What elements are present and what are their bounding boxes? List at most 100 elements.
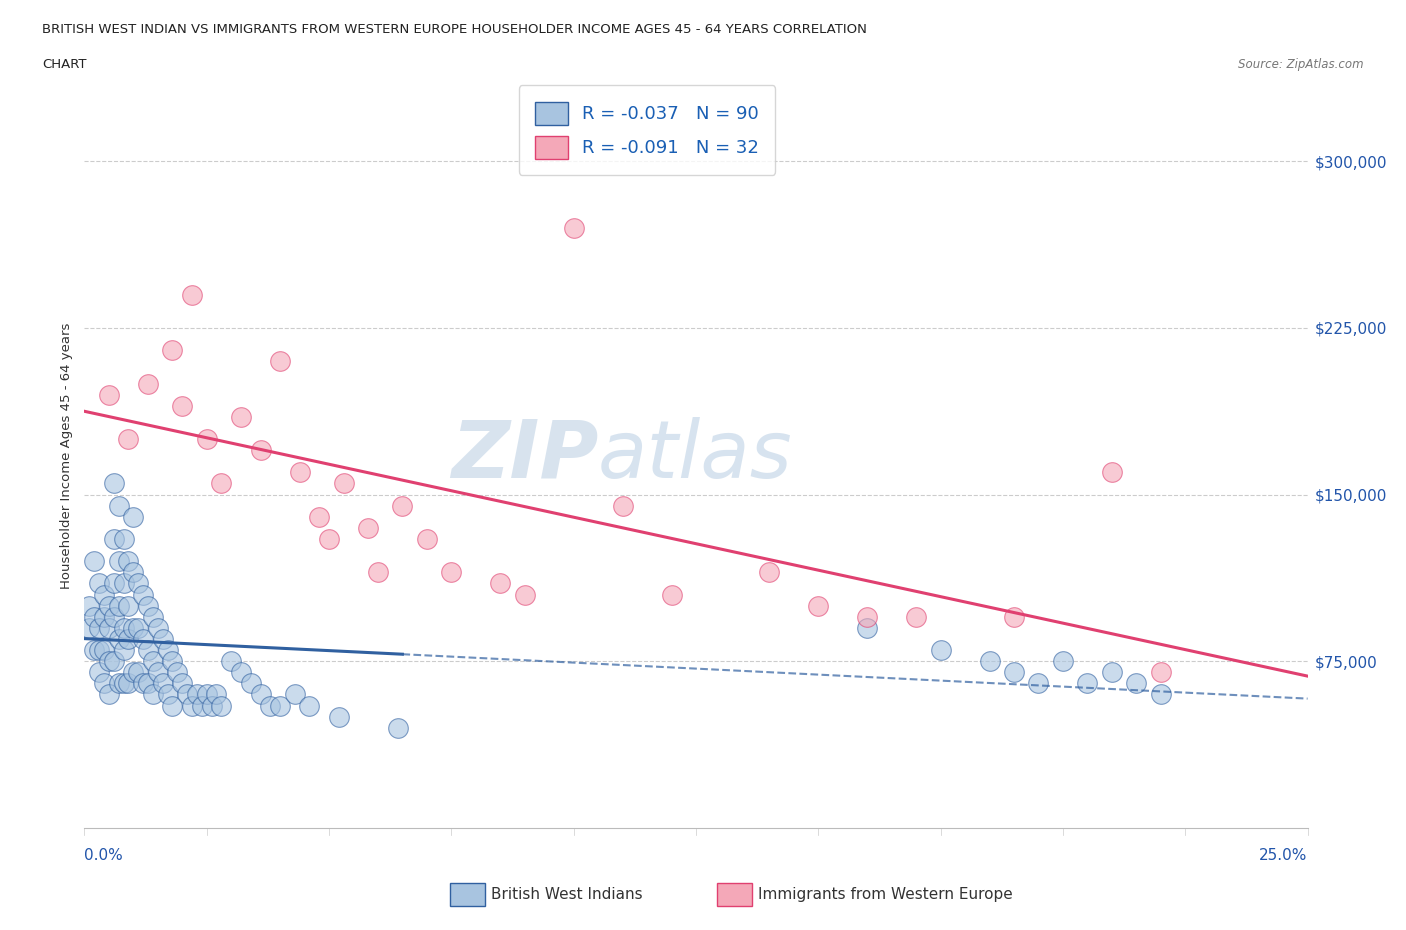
Point <box>209 698 232 713</box>
Point <box>1150 687 1173 702</box>
Point <box>191 698 214 713</box>
Point <box>856 620 879 635</box>
Point <box>905 609 928 624</box>
Point <box>186 687 208 702</box>
Point <box>97 687 120 702</box>
Point <box>117 432 139 446</box>
Point <box>97 654 120 669</box>
Point <box>758 565 780 579</box>
Point <box>440 565 463 579</box>
Legend: R = -0.037   N = 90, R = -0.091   N = 32: R = -0.037 N = 90, R = -0.091 N = 32 <box>519 86 775 175</box>
Text: Source: ZipAtlas.com: Source: ZipAtlas.com <box>1239 58 1364 71</box>
Point <box>219 654 242 669</box>
Text: BRITISH WEST INDIAN VS IMMIGRANTS FROM WESTERN EUROPE HOUSEHOLDER INCOME AGES 45: BRITISH WEST INDIAN VS IMMIGRANTS FROM W… <box>42 23 868 36</box>
Point <box>122 565 145 579</box>
Point <box>229 409 252 424</box>
Point <box>288 465 311 480</box>
Point <box>103 609 125 624</box>
Point <box>122 510 145 525</box>
Point <box>229 665 252 680</box>
Point <box>132 631 155 646</box>
Point <box>146 620 169 635</box>
Point <box>112 676 135 691</box>
Point <box>1002 609 1025 624</box>
Point <box>929 643 952 658</box>
Text: ZIP: ZIP <box>451 417 598 495</box>
Point <box>156 643 179 658</box>
Point <box>195 432 218 446</box>
Point <box>103 532 125 547</box>
Point <box>979 654 1001 669</box>
Point <box>117 598 139 613</box>
Point <box>181 287 204 302</box>
Point <box>391 498 413 513</box>
Point <box>328 710 350 724</box>
Point <box>122 620 145 635</box>
Text: British West Indians: British West Indians <box>491 887 643 902</box>
Point <box>162 698 184 713</box>
Point <box>107 498 129 513</box>
Point <box>132 676 155 691</box>
Point <box>127 665 149 680</box>
Point <box>259 698 281 713</box>
Point <box>239 676 262 691</box>
Point <box>269 354 291 369</box>
Point <box>136 598 159 613</box>
Point <box>142 654 165 669</box>
Point <box>1101 665 1123 680</box>
Point <box>77 620 100 635</box>
Point <box>117 676 139 691</box>
Point <box>132 587 155 602</box>
Point <box>513 587 536 602</box>
Point <box>1125 676 1147 691</box>
Point <box>1028 676 1050 691</box>
Point <box>1076 676 1098 691</box>
Point <box>87 665 110 680</box>
Point <box>332 476 354 491</box>
Point <box>308 510 330 525</box>
Point <box>87 643 110 658</box>
Point <box>318 532 340 547</box>
Point <box>87 576 110 591</box>
Point <box>107 553 129 568</box>
Point <box>142 687 165 702</box>
Point <box>200 698 222 713</box>
Text: atlas: atlas <box>598 417 793 495</box>
Point <box>117 631 139 646</box>
Point <box>357 521 380 536</box>
Point <box>112 643 135 658</box>
Point <box>661 587 683 602</box>
Text: 25.0%: 25.0% <box>1260 848 1308 863</box>
Point <box>103 576 125 591</box>
Text: CHART: CHART <box>42 58 87 71</box>
Point <box>122 665 145 680</box>
Point <box>127 620 149 635</box>
Point <box>156 687 179 702</box>
Point <box>136 376 159 391</box>
Point <box>103 476 125 491</box>
Point <box>93 587 115 602</box>
Point <box>807 598 830 613</box>
Point <box>562 220 585 235</box>
Point <box>152 676 174 691</box>
Point <box>1052 654 1074 669</box>
Point <box>136 643 159 658</box>
Point <box>269 698 291 713</box>
Y-axis label: Householder Income Ages 45 - 64 years: Householder Income Ages 45 - 64 years <box>60 323 73 589</box>
Point <box>249 443 271 458</box>
Point <box>112 576 135 591</box>
Point <box>103 654 125 669</box>
Point <box>93 676 115 691</box>
Text: Immigrants from Western Europe: Immigrants from Western Europe <box>758 887 1012 902</box>
Point <box>83 553 105 568</box>
Point <box>172 398 194 413</box>
Point <box>112 532 135 547</box>
Point <box>93 609 115 624</box>
Point <box>162 654 184 669</box>
Point <box>112 620 135 635</box>
Point <box>107 631 129 646</box>
Point <box>856 609 879 624</box>
Point <box>209 476 232 491</box>
Point <box>172 676 194 691</box>
Point <box>298 698 321 713</box>
